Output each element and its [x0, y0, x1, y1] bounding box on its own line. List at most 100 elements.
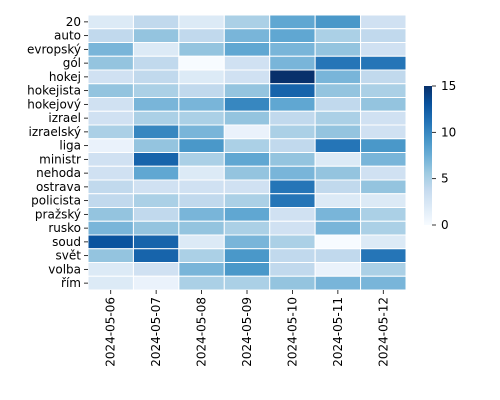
heatmap-cell — [178, 234, 225, 250]
heatmap-cell — [132, 42, 180, 57]
heatmap-cell — [360, 165, 407, 181]
heatmap-cell — [269, 152, 316, 167]
heatmap-cell — [269, 97, 316, 112]
heatmap-cell — [223, 152, 271, 167]
heatmap-cell — [360, 152, 407, 167]
heatmap-cell — [314, 193, 362, 208]
heatmap-cell — [132, 165, 180, 181]
heatmap-cell — [360, 55, 407, 71]
heatmap-cell — [269, 124, 316, 140]
heatmap-cell — [223, 124, 271, 140]
column-label: 2024-05-06 — [104, 297, 118, 367]
heatmap-cell — [360, 28, 407, 43]
heatmap-cell — [360, 207, 407, 222]
heatmap-cell — [87, 248, 134, 263]
heatmap-cell — [360, 69, 407, 85]
heatmap-cell — [269, 55, 316, 71]
heatmap-cell — [87, 28, 134, 43]
heatmap-cell — [314, 138, 362, 153]
heatmap-cell — [269, 234, 316, 250]
row-label: liga — [59, 139, 81, 153]
row-label: ostrava — [36, 180, 81, 194]
row-label: izrael — [48, 111, 81, 125]
heatmap-cell — [132, 110, 180, 126]
heatmap-cells — [87, 14, 407, 291]
row-label: rusko — [48, 221, 81, 235]
heatmap-cell — [87, 83, 134, 98]
heatmap-cell — [269, 83, 316, 98]
heatmap-cell — [360, 234, 407, 250]
heatmap-cell — [314, 69, 362, 85]
heatmap-cell — [314, 152, 362, 167]
heatmap-cell — [132, 248, 180, 263]
heatmap-cell — [269, 248, 316, 263]
colorbar-tick-label: 10 — [441, 125, 456, 139]
heatmap-cell — [314, 179, 362, 195]
heatmap-cell — [178, 220, 225, 236]
row-label: nehoda — [36, 166, 81, 180]
heatmap-cell — [223, 248, 271, 263]
column-labels: 2024-05-06 2024-05-07 2024-05-08 2024-05-09… — [104, 290, 390, 367]
heatmap-cell — [314, 14, 362, 30]
heatmap-cell — [269, 165, 316, 181]
heatmap-cell — [223, 110, 271, 126]
heatmap-cell — [360, 275, 407, 291]
heatmap-cell — [360, 97, 407, 112]
heatmap-cell — [269, 42, 316, 57]
heatmap-cell — [223, 42, 271, 57]
heatmap-cell — [132, 234, 180, 250]
colorbar-tick-label: 0 — [441, 218, 449, 232]
heatmap-cell — [223, 69, 271, 85]
heatmap-cell — [360, 248, 407, 263]
heatmap-cell — [132, 262, 180, 277]
heatmap-cell — [223, 97, 271, 112]
heatmap-cell — [87, 207, 134, 222]
heatmap-cell — [87, 275, 134, 291]
heatmap-cell — [223, 165, 271, 181]
heatmap-cell — [269, 138, 316, 153]
heatmap-cell — [87, 234, 134, 250]
heatmap-cell — [132, 69, 180, 85]
heatmap-cell — [360, 14, 407, 30]
row-label: volba — [48, 262, 81, 276]
row-label: policista — [31, 194, 81, 208]
heatmap-cell — [360, 110, 407, 126]
heatmap-cell — [132, 97, 180, 112]
row-label: ministr — [39, 152, 81, 166]
row-label: izraelský — [28, 125, 81, 139]
heatmap-cell — [132, 207, 180, 222]
heatmap-cell — [87, 152, 134, 167]
heatmap-cell — [132, 220, 180, 236]
column-label: 2024-05-10 — [285, 297, 299, 367]
heatmap-cell — [178, 28, 225, 43]
heatmap-cell — [314, 83, 362, 98]
row-labels: 20autoevropskýgólhokejhokejistahokejovýi… — [27, 15, 88, 290]
heatmap-cell — [314, 97, 362, 112]
heatmap-cell — [132, 55, 180, 71]
heatmap-cell — [178, 83, 225, 98]
heatmap-cell — [269, 220, 316, 236]
column-label: 2024-05-11 — [331, 297, 345, 367]
heatmap-cell — [178, 248, 225, 263]
heatmap-cell — [178, 262, 225, 277]
heatmap-cell — [87, 55, 134, 71]
heatmap-cell — [314, 248, 362, 263]
heatmap-cell — [314, 28, 362, 43]
row-label: evropský — [27, 42, 81, 56]
heatmap-cell — [178, 275, 225, 291]
heatmap-cell — [223, 207, 271, 222]
row-label: pražský — [35, 207, 81, 221]
heatmap-cell — [223, 193, 271, 208]
heatmap-cell — [269, 69, 316, 85]
colorbar-tick-label: 15 — [441, 79, 456, 93]
heatmap-cell — [269, 28, 316, 43]
colorbar-gradient — [424, 86, 432, 225]
heatmap-cell — [178, 138, 225, 153]
heatmap-cell — [87, 179, 134, 195]
heatmap-cell — [223, 14, 271, 30]
heatmap-cell — [269, 14, 316, 30]
heatmap-cell — [223, 83, 271, 98]
row-label: 20 — [66, 15, 81, 29]
heatmap-cell — [178, 124, 225, 140]
